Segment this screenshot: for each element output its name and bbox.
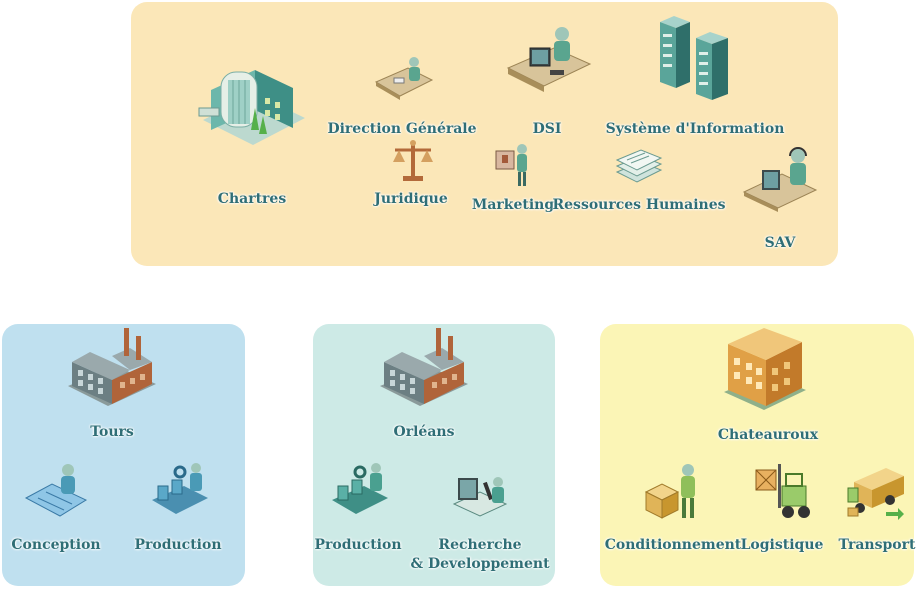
unit-label-recherche: Recherche [438,537,522,553]
documents-icon [613,148,665,188]
assembly-line-icon [330,462,390,520]
factory-icon [64,326,160,414]
computer-user-icon [504,24,592,94]
delivery-truck-icon [846,462,908,522]
dept-label-marketing: Marketing [471,197,555,213]
drafting-table-icon [24,462,88,520]
unit-label-production-tours: Production [134,537,222,553]
dept-label-juridique: Juridique [374,191,448,207]
unit-label-conception: Conception [11,537,101,553]
factory-icon [376,326,472,414]
warehouse-building-icon [720,322,810,414]
assembly-line-icon [150,462,210,520]
dept-label-direction: Direction Générale [327,121,477,137]
microscope-lab-icon [452,474,508,520]
desk-worker-icon [372,54,434,104]
forklift-icon [752,462,812,524]
scales-icon [391,138,435,184]
site-label-tours: Tours [90,424,134,440]
dept-label-dsi: DSI [532,121,562,137]
dept-label-si: Système d'Information [605,121,785,137]
support-headset-icon [742,146,818,214]
unit-label-transport: Transport [838,537,916,553]
dept-label-rh: Ressources Humaines [552,197,726,213]
site-label-chartres: Chartres [217,191,287,207]
site-label-orleans: Orléans [393,424,455,440]
unit-label-conditionnement: Conditionnement [604,537,742,553]
unit-label-logistique: Logistique [740,537,824,553]
packaging-worker-icon [640,462,704,524]
office-building-icon [193,50,311,160]
presentation-icon [494,143,534,189]
unit-label-production-orleans: Production [314,537,402,553]
server-rack-icon [656,14,734,102]
unit-label-developpement: & Developpement [410,556,550,572]
dept-label-sav: SAV [764,235,796,251]
site-label-chateauroux: Chateauroux [717,427,819,443]
